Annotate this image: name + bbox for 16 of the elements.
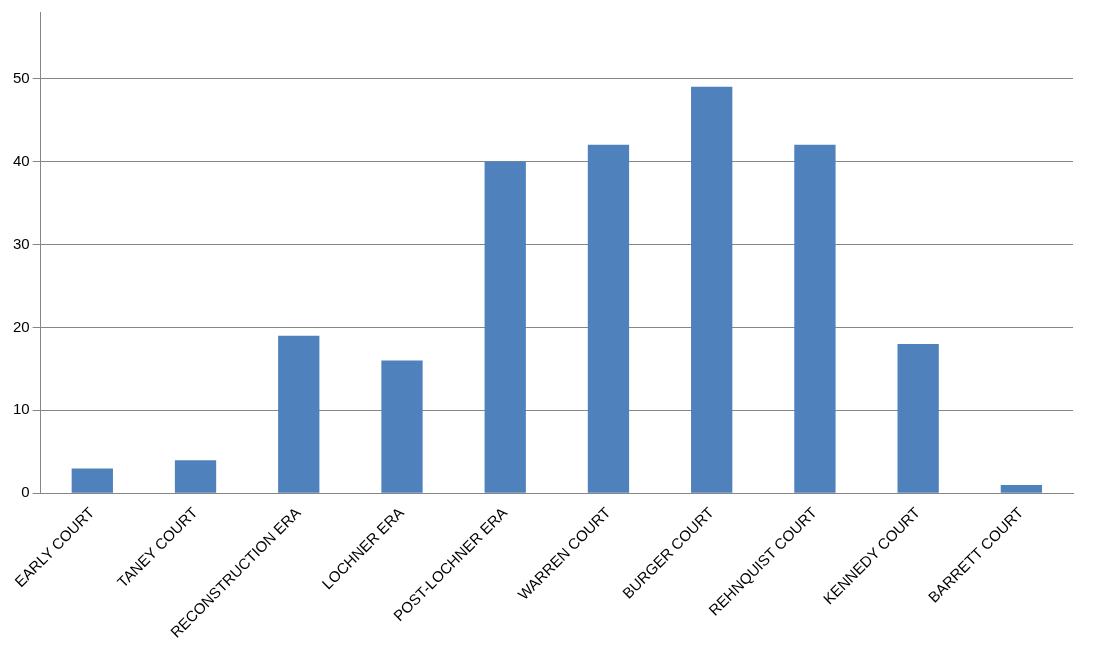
- bar: [381, 360, 423, 493]
- bar: [794, 144, 836, 493]
- bar: [1000, 485, 1043, 493]
- bar: [484, 161, 526, 493]
- y-tick-label: 50: [13, 68, 30, 86]
- y-tick-label: 20: [13, 317, 30, 335]
- bar: [691, 86, 733, 493]
- bar: [174, 460, 217, 493]
- bar: [278, 335, 320, 493]
- y-tick-label: 30: [13, 234, 30, 252]
- bar: [897, 343, 939, 493]
- bar: [587, 144, 630, 493]
- bar: [71, 468, 113, 493]
- y-tick-label: 0: [21, 483, 30, 501]
- y-tick-label: 40: [13, 151, 30, 169]
- y-tick-label: 10: [13, 400, 30, 418]
